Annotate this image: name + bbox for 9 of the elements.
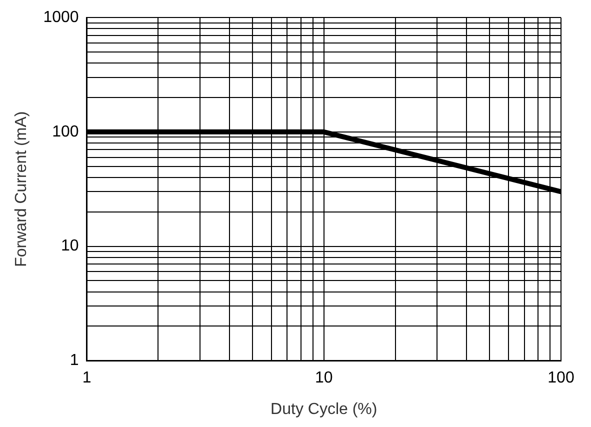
y-tick-label: 1000: [43, 9, 79, 26]
x-axis-title: Duty Cycle (%): [270, 400, 378, 418]
x-tick-label: 10: [315, 370, 333, 387]
y-tick-label: 10: [60, 238, 79, 255]
x-tick-label: 100: [548, 370, 574, 387]
y-tick-label: 1: [70, 352, 79, 370]
x-tick-label: 1: [82, 370, 92, 387]
y-tick-label: 100: [52, 123, 79, 140]
y-axis-title: Forward Current (mA): [13, 111, 30, 267]
